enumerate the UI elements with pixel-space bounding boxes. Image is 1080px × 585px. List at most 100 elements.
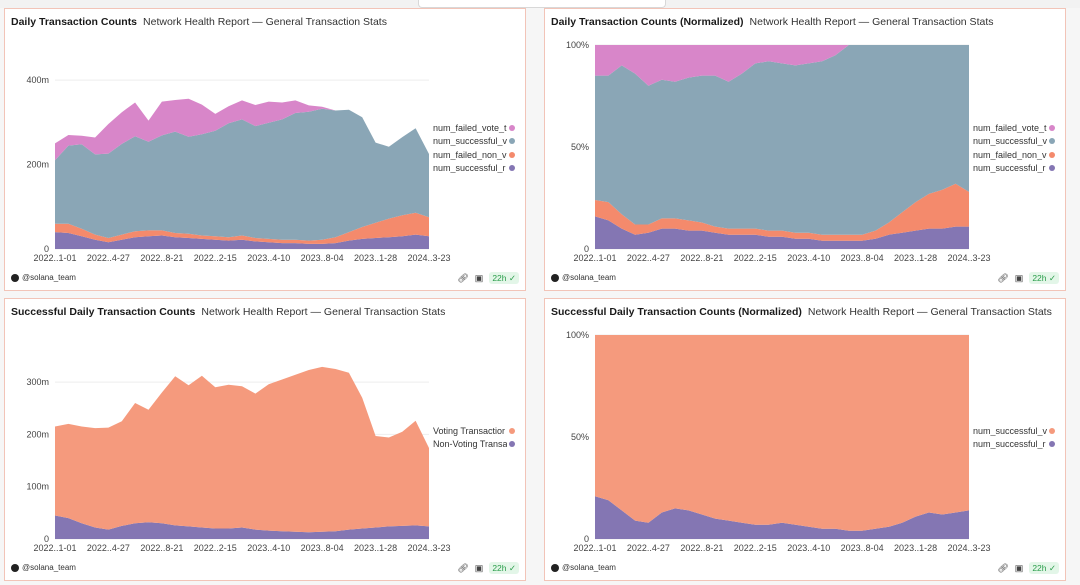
- refresh-badge[interactable]: 22h ✓: [489, 562, 519, 574]
- link-icon[interactable]: 🔗︎: [997, 562, 1009, 573]
- x-tick-label: 2022..2-15: [734, 543, 777, 553]
- legend-item[interactable]: num_successful_v: [433, 135, 515, 149]
- chart-daily-transaction-counts: 0 200m 400m 2022..1-01 2022..4-27 2022..8-21 2…: [26, 75, 450, 263]
- legend-dot-icon: [509, 427, 515, 434]
- y-tick-label: 0: [584, 534, 589, 544]
- x-tick-label: 2023..4-10: [787, 543, 830, 553]
- chart-subtitle[interactable]: Network Health Report — General Transact…: [749, 16, 994, 28]
- chart-subtitle[interactable]: Network Health Report — General Transact…: [201, 306, 446, 318]
- camera-icon[interactable]: ▣: [474, 562, 484, 573]
- legend-item[interactable]: num_failed_vote_t: [433, 121, 515, 135]
- x-tick-label: 2022..1-01: [573, 253, 616, 263]
- refresh-badge[interactable]: 22h ✓: [1029, 562, 1059, 574]
- legend-item[interactable]: num_failed_vote_t: [973, 121, 1055, 135]
- y-tick-label: 50%: [571, 142, 589, 152]
- chart-title[interactable]: Successful Daily Transaction Counts (Nor…: [551, 306, 802, 318]
- area-num_successful_vote[interactable]: [595, 335, 969, 531]
- chart-successful-daily-transaction-counts: 0 100m 200m 300m 2022..1-01 2022..4-27 2022..8…: [26, 366, 451, 553]
- avatar: [551, 273, 559, 282]
- legend-label: num_successful_v: [973, 425, 1047, 436]
- legend-label: num_failed_vote_t: [433, 122, 507, 133]
- x-tick-label: 2022..2-15: [194, 543, 237, 553]
- area-Voting Transactions[interactable]: [55, 366, 429, 533]
- author-name: @solana_team: [562, 273, 616, 282]
- area-num_failed_non_vote[interactable]: [55, 212, 429, 244]
- link-icon[interactable]: 🔗︎: [997, 272, 1009, 283]
- legend-dot-icon: [509, 441, 515, 448]
- legend-dot-icon: [509, 138, 515, 145]
- x-tick-label: 2023..1-28: [354, 543, 397, 553]
- y-tick-label: 300m: [26, 377, 49, 387]
- area-num_successful_non_vote[interactable]: [595, 496, 969, 539]
- x-tick-label: 2022..2-15: [194, 253, 237, 263]
- legend-label: num_successful_v: [973, 136, 1047, 147]
- legend-item[interactable]: num_successful_v: [973, 424, 1055, 438]
- legend-item[interactable]: Non-Voting Transa: [433, 438, 515, 452]
- author[interactable]: @solana_team: [551, 563, 616, 572]
- chart-subtitle[interactable]: Network Health Report — General Transact…: [143, 16, 387, 28]
- chart-title-row: Daily Transaction Counts (Normalized) Net…: [551, 16, 994, 28]
- chart-legend: num_failed_vote_t num_successful_v num_fai…: [973, 121, 1055, 175]
- legend-item[interactable]: num_failed_non_v: [433, 148, 515, 162]
- chart-subtitle[interactable]: Network Health Report — General Transact…: [807, 306, 1052, 318]
- chart-title[interactable]: Daily Transaction Counts (Normalized): [551, 16, 744, 28]
- author[interactable]: @solana_team: [11, 273, 76, 282]
- chart-title-row: Successful Daily Transaction Counts Netwo…: [11, 306, 445, 318]
- author[interactable]: @solana_team: [551, 273, 616, 282]
- x-tick-label: 2022..8-21: [140, 253, 183, 263]
- author-name: @solana_team: [22, 273, 76, 282]
- y-tick-label: 50%: [571, 432, 589, 442]
- check-icon: ✓: [508, 273, 516, 283]
- legend-item[interactable]: num_successful_r: [973, 162, 1055, 176]
- top-tab[interactable]: [418, 0, 666, 8]
- legend-label: num_successful_r: [433, 163, 506, 174]
- y-tick-label: 400m: [26, 75, 49, 85]
- avatar: [11, 273, 19, 282]
- panel-footer: @solana_team 🔗︎ ▣ 22h ✓: [551, 562, 1059, 575]
- x-tick-label: 2023..4-10: [247, 253, 290, 263]
- x-tick-label: 2024..3-23: [947, 543, 990, 553]
- camera-icon[interactable]: ▣: [1014, 272, 1024, 283]
- area-num_successful_non_vote[interactable]: [595, 216, 969, 249]
- author-name: @solana_team: [22, 563, 76, 572]
- refresh-badge[interactable]: 22h ✓: [1029, 272, 1059, 284]
- legend-item[interactable]: num_successful_r: [433, 162, 515, 176]
- link-icon[interactable]: 🔗︎: [457, 272, 469, 283]
- legend-item[interactable]: num_successful_v: [973, 135, 1055, 149]
- chart-title[interactable]: Daily Transaction Counts: [11, 16, 138, 28]
- avatar: [551, 563, 559, 572]
- area-num_failed_vote[interactable]: [55, 98, 429, 161]
- y-tick-label: 200m: [26, 160, 49, 170]
- refresh-time: 22h: [492, 563, 507, 573]
- area-num_failed_non_vote[interactable]: [595, 183, 969, 241]
- camera-icon[interactable]: ▣: [1014, 562, 1024, 573]
- check-icon: ✓: [508, 563, 516, 573]
- chart-title[interactable]: Successful Daily Transaction Counts: [11, 306, 196, 318]
- legend-label: num_failed_non_v: [433, 149, 507, 160]
- y-tick-label: 100m: [26, 482, 49, 492]
- avatar: [11, 563, 19, 572]
- area-num_successful_vote[interactable]: [595, 45, 969, 235]
- area-Non-Voting Transactions[interactable]: [55, 515, 429, 540]
- x-tick-label: 2023..8-04: [841, 253, 884, 263]
- y-tick-label: 100%: [566, 40, 589, 50]
- author[interactable]: @solana_team: [11, 563, 76, 572]
- legend-item[interactable]: num_failed_non_v: [973, 148, 1055, 162]
- legend-label: num_failed_vote_t: [973, 122, 1047, 133]
- legend-dot-icon: [1049, 165, 1055, 172]
- x-tick-label: 2023..1-28: [354, 253, 397, 263]
- area-num_successful_vote[interactable]: [55, 108, 429, 241]
- area-num_successful_non_vote[interactable]: [55, 232, 429, 249]
- legend-label: Non-Voting Transa: [433, 439, 507, 450]
- refresh-time: 22h: [492, 273, 507, 283]
- panel-footer: @solana_team 🔗︎ ▣ 22h ✓: [11, 272, 519, 285]
- legend-item[interactable]: num_successful_r: [973, 438, 1055, 452]
- area-num_failed_vote[interactable]: [595, 45, 969, 86]
- legend-dot-icon: [1049, 151, 1055, 158]
- link-icon[interactable]: 🔗︎: [457, 562, 469, 573]
- y-tick-label: 0: [44, 534, 49, 544]
- camera-icon[interactable]: ▣: [474, 272, 484, 283]
- x-tick-label: 2024..3-23: [407, 543, 450, 553]
- legend-item[interactable]: Voting Transactior: [433, 424, 515, 438]
- refresh-badge[interactable]: 22h ✓: [489, 272, 519, 284]
